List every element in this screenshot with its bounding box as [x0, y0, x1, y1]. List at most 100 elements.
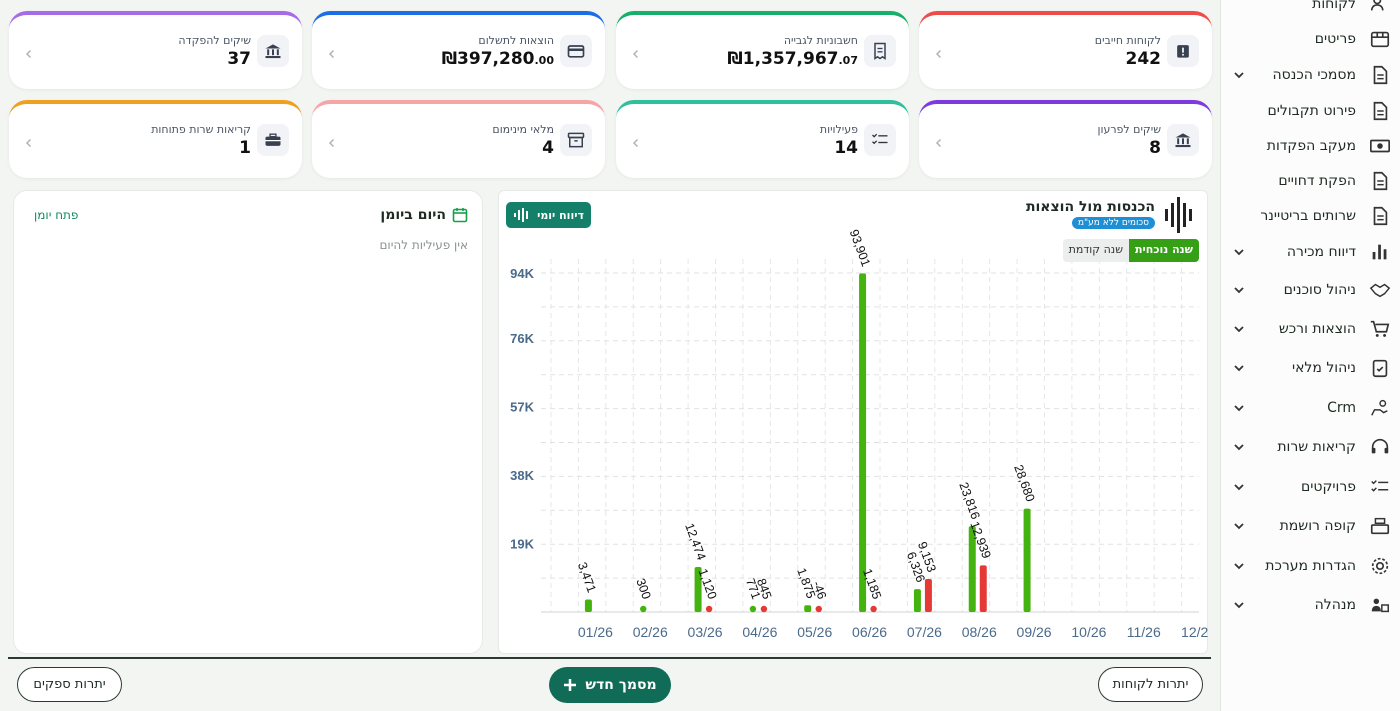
plus-icon — [564, 679, 577, 691]
alert-wallet-icon — [1177, 45, 1189, 58]
chevron-down-icon[interactable] — [1232, 559, 1246, 573]
x-tick-label: 03/26 — [688, 624, 723, 640]
chart-svg: 94K 76K 57K 38K 19K 01/26 02/26 03/26 04/26 05/26… — [510, 228, 1209, 640]
chevron-left-icon[interactable] — [933, 134, 945, 148]
chevron-down-icon[interactable] — [1232, 598, 1246, 612]
chevron-down-icon[interactable] — [1232, 68, 1246, 82]
open-diary-link[interactable]: פתח יומן — [34, 208, 79, 222]
chevron-left-icon[interactable] — [933, 45, 945, 59]
bar-dot — [760, 605, 768, 613]
previous-year-toggle[interactable]: שנה קודמת — [1062, 239, 1129, 262]
box-icon — [1370, 31, 1390, 48]
chevron-down-icon[interactable] — [1232, 440, 1246, 454]
sidebar-item[interactable]: Crm — [1221, 393, 1400, 423]
sidebar-item[interactable]: ניהול מלאי — [1221, 353, 1400, 383]
bar — [859, 273, 867, 612]
chevron-left-icon[interactable] — [23, 45, 35, 59]
sidebar-item[interactable]: שרותים בריטיינר — [1221, 201, 1400, 231]
handshake-icon — [1369, 283, 1391, 298]
box-icon — [1368, 27, 1392, 51]
new-document-button[interactable]: מסמך חדש — [549, 667, 671, 703]
suppliers-balance-button[interactable]: יתרות ספקים — [17, 667, 122, 702]
bank-icon — [1167, 124, 1199, 156]
chevron-down-icon[interactable] — [1232, 480, 1246, 494]
sidebar-item-label: דיווח מכירה — [1286, 244, 1356, 260]
x-tick-label: 11/26 — [1127, 624, 1161, 640]
kpi-label: קריאות שרות פתוחות — [151, 123, 251, 136]
banknote-icon — [1368, 134, 1392, 158]
kpi-card[interactable]: פעילויות 14 — [616, 100, 909, 178]
sidebar-item[interactable]: פריטים — [1221, 24, 1400, 54]
sidebar-item[interactable]: קופה רושמת — [1221, 511, 1400, 541]
kpi-card[interactable]: מלאי מינימום 4 — [312, 100, 605, 178]
bar — [804, 605, 812, 612]
daily-report-button[interactable]: דיווח יומי — [506, 202, 591, 228]
archive-icon — [567, 132, 585, 148]
bar-dot — [749, 605, 757, 613]
daily-report-label: דיווח יומי — [537, 208, 584, 222]
sidebar-item[interactable]: הפקת דחויים — [1221, 166, 1400, 196]
chevron-left-icon[interactable] — [326, 134, 338, 148]
kpi-card[interactable]: חשבוניות לגבייה ₪1,357,967.07 — [616, 11, 909, 89]
chevron-left-icon[interactable] — [326, 45, 338, 59]
chevron-down-icon[interactable] — [1232, 519, 1246, 533]
sidebar-item[interactable]: דיווח מכירה — [1221, 237, 1400, 267]
sidebar-item[interactable]: מנהלה — [1221, 590, 1400, 620]
credit-card-icon — [560, 35, 592, 67]
kpi-card[interactable]: קריאות שרות פתוחות 1 — [9, 100, 302, 178]
current-year-toggle[interactable]: שנה נוכחית — [1128, 239, 1199, 262]
bar — [979, 565, 987, 612]
diary-title: היום ביומן — [380, 207, 446, 223]
data-label: 300 — [633, 577, 653, 601]
kpi-value: 242 — [1125, 49, 1162, 69]
clipboard-check-icon — [1372, 359, 1388, 378]
sidebar-item[interactable]: קריאות שרות — [1221, 432, 1400, 462]
invoice-icon — [864, 35, 896, 67]
kpi-value: 1 — [239, 138, 251, 158]
kpi-card[interactable]: לקוחות חייבים 242 — [919, 11, 1212, 89]
sidebar-item-label: שרותים בריטיינר — [1260, 208, 1356, 224]
document-icon — [1373, 101, 1388, 121]
y-tick-label: 94K — [510, 266, 534, 281]
chevron-down-icon[interactable] — [1232, 283, 1246, 297]
kpi-card[interactable]: הוצאות לתשלום ₪397,280.00 — [312, 11, 605, 89]
kpi-card[interactable]: שיקים להפקדה 37 — [9, 11, 302, 89]
sidebar-item-label: לקוחות — [1312, 0, 1356, 12]
chart-title: הכנסות מול הוצאות — [1025, 199, 1155, 215]
sidebar-item[interactable]: מסמכי הכנסה — [1221, 60, 1400, 90]
toolbox-icon — [265, 133, 281, 146]
chevron-left-icon[interactable] — [23, 134, 35, 148]
chevron-down-icon[interactable] — [1232, 245, 1246, 259]
chevron-down-icon[interactable] — [1232, 361, 1246, 375]
sidebar-item-label: ניהול מלאי — [1291, 360, 1356, 376]
sidebar-item-label: הגדרות מערכת — [1265, 558, 1356, 574]
sidebar-item[interactable]: לקוחות — [1221, 0, 1400, 19]
sidebar-item[interactable]: פירוט תקבולים — [1221, 96, 1400, 126]
kpi-card[interactable]: שיקים לפרעון 8 — [919, 100, 1212, 178]
sidebar-item[interactable]: מעקב הפקדות — [1221, 131, 1400, 161]
clipboard-check-icon — [1368, 356, 1392, 380]
chevron-left-icon[interactable] — [630, 45, 642, 59]
chevron-left-icon[interactable] — [630, 134, 642, 148]
document-icon — [1373, 65, 1388, 85]
data-label: 93,901 — [847, 228, 873, 269]
sidebar-item[interactable]: ניהול סוכנים — [1221, 275, 1400, 305]
hand-coin-icon — [1371, 399, 1388, 416]
kpi-value: 8 — [1149, 138, 1161, 158]
sidebar-item[interactable]: הגדרות מערכת — [1221, 551, 1400, 581]
bank-icon — [265, 44, 281, 59]
chevron-down-icon[interactable] — [1232, 401, 1246, 415]
bank-icon — [1175, 133, 1191, 148]
sidebar-item[interactable]: הוצאות ורכש — [1221, 314, 1400, 344]
x-tick-label: 09/26 — [1017, 624, 1052, 640]
chevron-down-icon[interactable] — [1232, 322, 1246, 336]
document-icon — [1373, 171, 1388, 191]
customers-balance-button[interactable]: יתרות לקוחות — [1098, 667, 1203, 702]
bar-chart-icon — [1368, 240, 1392, 264]
chart-badge: סכומים ללא מע"מ — [1071, 217, 1155, 229]
checklist-icon — [1368, 475, 1392, 499]
kpi-value: ₪1,357,967.07 — [727, 49, 858, 69]
document-icon — [1368, 63, 1392, 87]
x-tick-label: 07/26 — [907, 624, 942, 640]
sidebar-item[interactable]: פרויקטים — [1221, 472, 1400, 502]
